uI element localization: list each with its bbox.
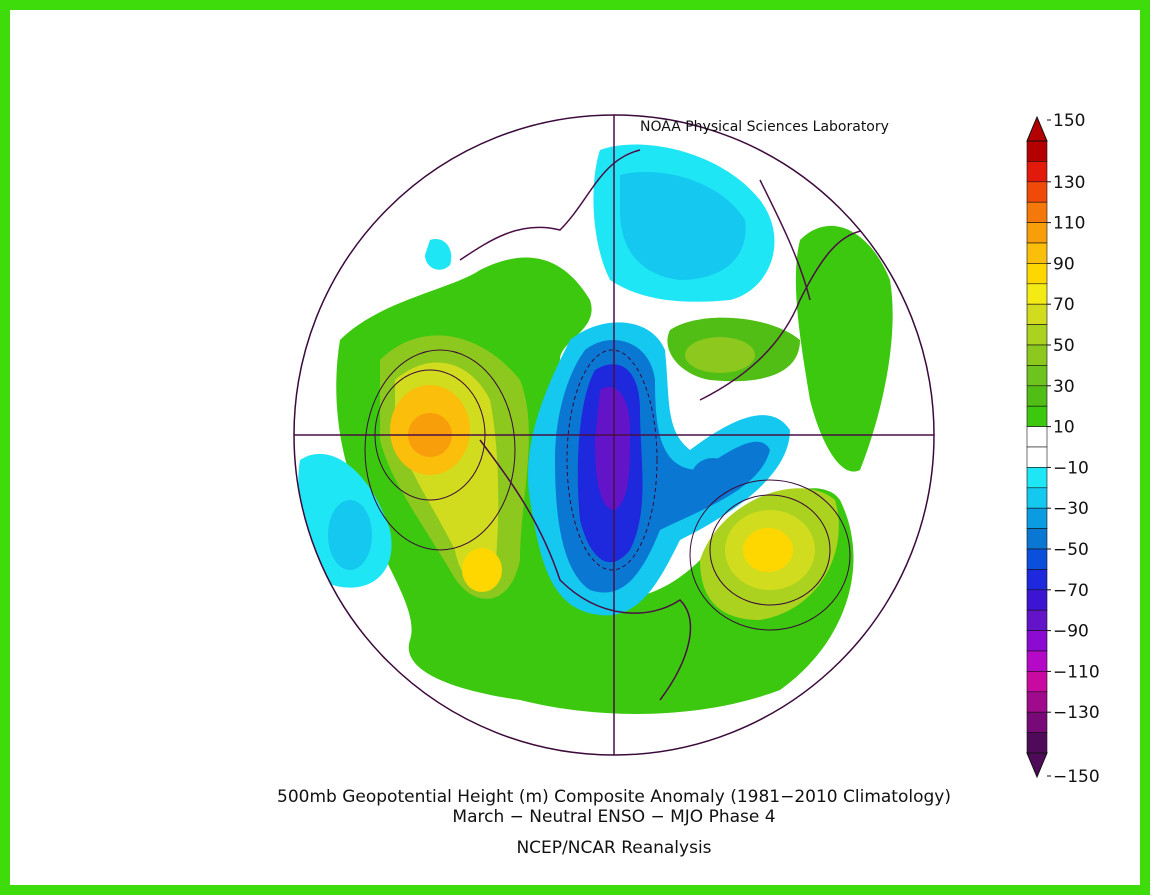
colorbar-band xyxy=(1026,324,1048,346)
colorbar-band xyxy=(1026,140,1048,162)
colorbar-band xyxy=(1026,528,1048,550)
colorbar-band xyxy=(1026,181,1048,203)
colorbar-tick-label: 150 xyxy=(1053,111,1085,131)
colorbar-band xyxy=(1026,732,1048,754)
colorbar-arrow-bottom xyxy=(1026,752,1048,779)
colorbar-band xyxy=(1026,691,1048,713)
lab-label: NOAA Physical Sciences Laboratory xyxy=(640,119,889,135)
colorbar-band xyxy=(1026,303,1048,325)
colorbar-band xyxy=(1026,609,1048,631)
colorbar-tick-label: −10 xyxy=(1053,458,1089,478)
colorbar-band xyxy=(1026,426,1048,448)
caption-subtitle: March − Neutral ENSO − MJO Phase 4 xyxy=(452,807,775,827)
colorbar-band xyxy=(1026,589,1048,611)
colorbar-band xyxy=(1026,242,1048,264)
globe-outline xyxy=(293,114,935,756)
colorbar-tick-label: 90 xyxy=(1053,254,1075,274)
colorbar-arrow-top xyxy=(1026,115,1048,142)
colorbar-band xyxy=(1026,405,1048,427)
colorbar-band xyxy=(1026,201,1048,223)
caption-source: NCEP/NCAR Reanalysis xyxy=(516,838,711,858)
colorbar-band xyxy=(1026,487,1048,509)
map xyxy=(294,115,934,755)
colorbar-band xyxy=(1026,650,1048,672)
colorbar-tick-label: −70 xyxy=(1053,581,1089,601)
colorbar-tick-label: −50 xyxy=(1053,540,1089,560)
colorbar-band xyxy=(1026,671,1048,693)
colorbar-band xyxy=(1026,283,1048,305)
colorbar-tick-label: 10 xyxy=(1053,418,1075,438)
colorbar-band xyxy=(1026,344,1048,366)
colorbar-band xyxy=(1026,548,1048,570)
colorbar-tick-label: −130 xyxy=(1053,703,1100,723)
colorbar-band xyxy=(1026,365,1048,387)
colorbar-band xyxy=(1026,569,1048,591)
colorbar-tick-label: 110 xyxy=(1053,214,1085,234)
colorbar-band xyxy=(1026,222,1048,244)
colorbar-tick-label: −110 xyxy=(1053,662,1100,682)
colorbar-band xyxy=(1026,161,1048,183)
colorbar-tick-label: 50 xyxy=(1053,336,1075,356)
caption-title: 500mb Geopotential Height (m) Composite … xyxy=(277,787,951,807)
colorbar-tick-label: 30 xyxy=(1053,377,1075,397)
colorbar-tick-label: −90 xyxy=(1053,622,1089,642)
colorbar-tick-label: −30 xyxy=(1053,499,1089,519)
colorbar-band xyxy=(1026,507,1048,529)
colorbar-band xyxy=(1026,446,1048,468)
colorbar-tick-label: −150 xyxy=(1053,767,1100,787)
colorbar-band xyxy=(1026,263,1048,285)
colorbar-band xyxy=(1026,385,1048,407)
colorbar-tick-label: 70 xyxy=(1053,295,1075,315)
colorbar-tick-label: 130 xyxy=(1053,173,1085,193)
colorbar-band xyxy=(1026,467,1048,489)
colorbar-band xyxy=(1026,630,1048,652)
colorbar-band xyxy=(1026,711,1048,733)
